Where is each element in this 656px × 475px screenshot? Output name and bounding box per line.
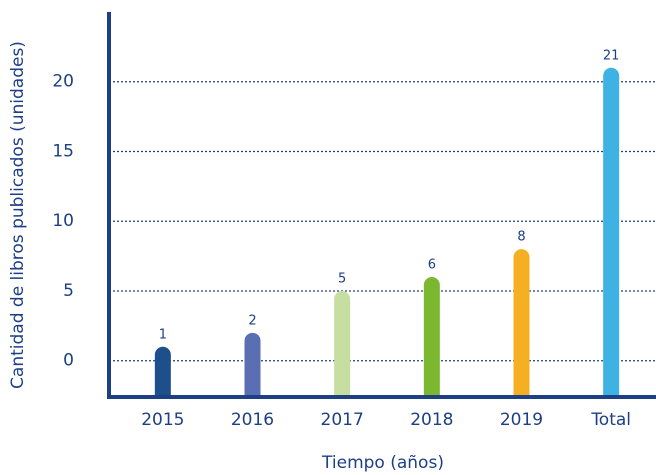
x-tick-label: 2016 xyxy=(231,410,274,430)
x-tick-label: 2015 xyxy=(141,410,184,430)
value-label: 21 xyxy=(603,48,620,63)
bar xyxy=(334,290,351,397)
x-tick-label: 2017 xyxy=(321,410,364,430)
value-label: 5 xyxy=(338,271,346,286)
bar xyxy=(244,332,261,397)
value-label: 6 xyxy=(428,258,436,273)
bar xyxy=(603,67,620,397)
bar xyxy=(513,249,530,397)
bar xyxy=(154,346,171,397)
y-tick-label: 15 xyxy=(52,141,74,161)
x-tick-label: 2019 xyxy=(500,410,543,430)
y-tick-label: 5 xyxy=(63,281,74,301)
value-label: 2 xyxy=(248,313,256,328)
bar xyxy=(423,277,440,397)
y-axis-label: Cantidad de libros publicados (unidades) xyxy=(8,41,28,389)
y-tick-label: 20 xyxy=(52,72,74,92)
x-tick-label: Total xyxy=(590,410,631,430)
x-axis-label: Tiempo (años) xyxy=(321,453,444,473)
value-label: 8 xyxy=(517,230,525,245)
y-tick-label: 10 xyxy=(52,211,74,231)
y-tick-label: 0 xyxy=(63,351,74,371)
value-label: 1 xyxy=(159,327,167,342)
x-tick-label: 2018 xyxy=(410,410,453,430)
